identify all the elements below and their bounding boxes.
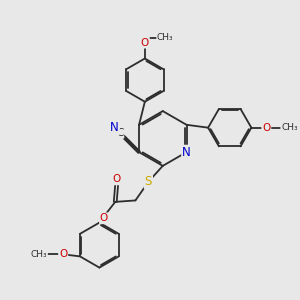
Text: O: O xyxy=(112,174,121,184)
Text: C: C xyxy=(116,128,124,138)
Text: CH₃: CH₃ xyxy=(31,250,47,259)
Text: O: O xyxy=(100,213,108,223)
Text: S: S xyxy=(145,175,152,188)
Text: N: N xyxy=(110,121,119,134)
Text: O: O xyxy=(59,249,67,259)
Text: O: O xyxy=(141,38,149,48)
Text: O: O xyxy=(262,123,271,133)
Text: CH₃: CH₃ xyxy=(281,123,298,132)
Text: N: N xyxy=(182,146,191,159)
Text: CH₃: CH₃ xyxy=(157,33,174,42)
